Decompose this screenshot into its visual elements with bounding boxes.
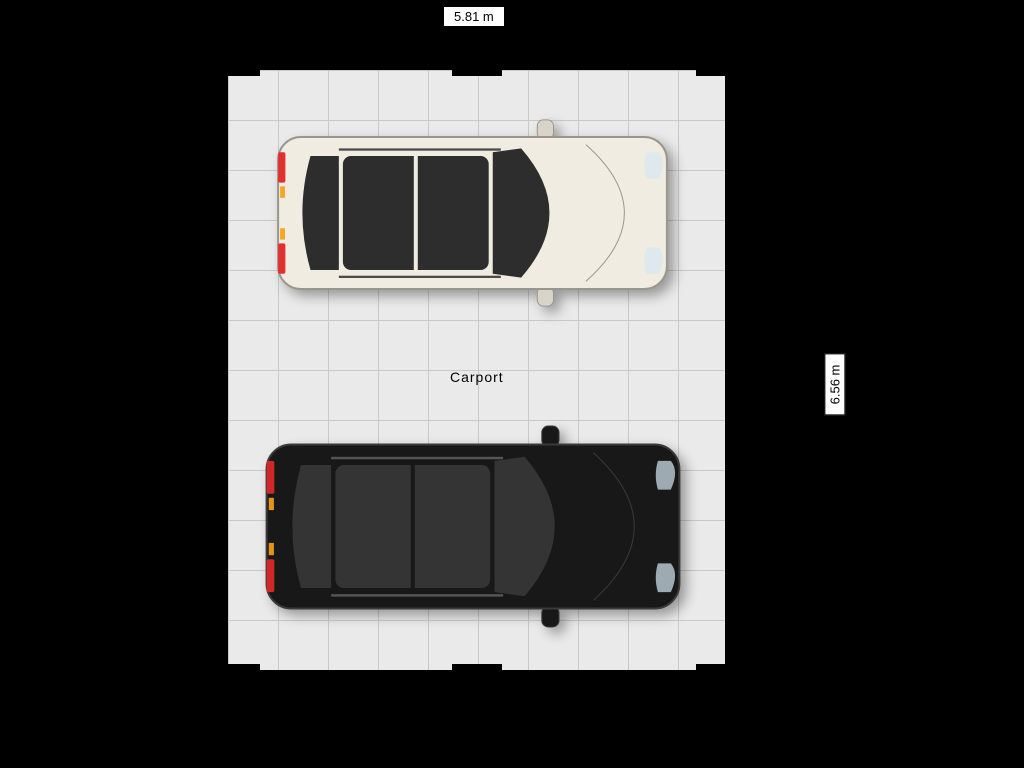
wall-segment bbox=[696, 664, 726, 676]
dimension-width-label: 5.81 m bbox=[443, 6, 505, 27]
wall-segment bbox=[452, 64, 502, 76]
wall-segment bbox=[228, 664, 260, 676]
car-black bbox=[258, 424, 688, 629]
car-white bbox=[270, 118, 675, 308]
wall-segment bbox=[696, 64, 726, 76]
wall-segment bbox=[228, 64, 260, 76]
wall-segment bbox=[452, 664, 502, 676]
dimension-height-label: 6.56 m bbox=[824, 354, 845, 416]
room-label: Carport bbox=[450, 369, 504, 385]
floor-plan-stage: { "canvas":{"w":1024,"h":768,"bg":"#0000… bbox=[0, 0, 1024, 768]
